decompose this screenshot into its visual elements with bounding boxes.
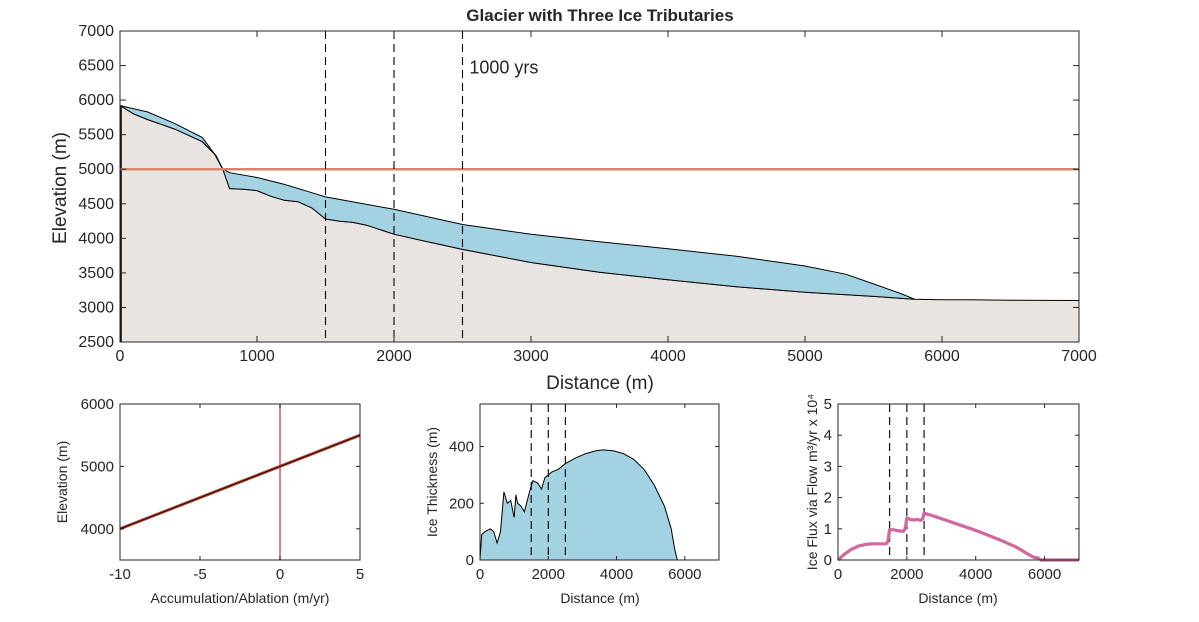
flux-y-tick-label: 3 xyxy=(824,458,832,475)
flux-y-tick-label: 4 xyxy=(824,427,832,444)
flux-x-tick-label: 0 xyxy=(834,566,842,583)
thickness-x-axis-label: Distance (m) xyxy=(560,590,639,606)
ice-surface-outline xyxy=(119,105,915,300)
thickness-x-tick-label: 4000 xyxy=(600,566,633,583)
main-x-tick-label: 3000 xyxy=(513,348,549,365)
main-y-tick-label: 3000 xyxy=(78,299,114,316)
thickness-y-ticks: 0 200 400 xyxy=(449,439,719,569)
main-axes-frame xyxy=(119,30,1080,343)
main-x-axis-label: Distance (m) xyxy=(546,373,654,394)
mass-balance-x-tick-label: -5 xyxy=(193,566,206,583)
flux-x-axis-label: Distance (m) xyxy=(918,590,997,606)
flux-axes-frame xyxy=(837,403,1080,561)
mass-balance-y-tick-label: 6000 xyxy=(81,396,114,413)
ice-flux-chart: 0 2000 4000 6000 0 1 2 3 4 5 Distance (m) Ice Fl… xyxy=(804,394,1080,606)
main-y-tick-label: 4500 xyxy=(78,196,114,213)
ice-flux-line xyxy=(836,511,1079,562)
thickness-y-axis-label: Ice Thickness (m) xyxy=(424,427,440,537)
main-y-tick-label: 2500 xyxy=(78,334,114,351)
mass-balance-y-axis-label: Elevation (m) xyxy=(54,441,70,523)
main-x-ticks: 0 1000 2000 3000 4000 5000 6000 7000 xyxy=(116,31,1097,365)
flux-y-tick-label: 2 xyxy=(824,490,832,507)
main-x-tick-label: 6000 xyxy=(924,348,960,365)
mass-balance-axes-frame xyxy=(119,403,361,561)
thickness-y-tick-label: 0 xyxy=(466,552,474,569)
time-annotation: 1000 yrs xyxy=(469,58,538,78)
main-y-ticks: 2500 3000 3500 4000 4500 5000 5500 6000 6500 7000 xyxy=(78,23,1079,351)
thickness-x-tick-label: 0 xyxy=(476,566,484,583)
thickness-fill xyxy=(480,449,719,560)
mass-balance-y-tick-label: 5000 xyxy=(81,458,114,475)
flux-y-tick-label: 0 xyxy=(824,552,832,569)
ice-thickness-chart: 0 2000 4000 6000 0 200 400 Distance (m) Ice T… xyxy=(424,403,720,606)
mass-balance-x-axis-label: Accumulation/Ablation (m/yr) xyxy=(151,590,330,606)
thickness-x-tick-label: 6000 xyxy=(668,566,701,583)
flux-y-axis-label: Ice Flux via Flow m³/yr x 10⁴ xyxy=(804,394,820,570)
main-y-tick-label: 7000 xyxy=(78,23,114,40)
thickness-y-tick-label: 200 xyxy=(449,495,474,512)
main-y-tick-label: 4000 xyxy=(78,230,114,247)
main-x-tick-label: 0 xyxy=(116,348,125,365)
mass-balance-x-tick-label: 0 xyxy=(276,566,284,583)
main-y-tick-label: 6000 xyxy=(78,92,114,109)
thickness-tributary-lines xyxy=(530,404,566,560)
ice-base-outline xyxy=(119,105,915,300)
flux-x-ticks: 0 2000 4000 6000 xyxy=(834,404,1061,583)
flux-y-ticks: 0 1 2 3 4 5 xyxy=(824,396,1079,569)
thickness-axes-frame xyxy=(479,403,720,561)
mass-balance-x-tick-label: -10 xyxy=(109,566,131,583)
main-x-tick-label: 4000 xyxy=(650,348,686,365)
main-x-tick-label: 1000 xyxy=(239,348,275,365)
balance-gradient-core xyxy=(119,434,361,530)
main-profile-chart: Glacier with Three Ice Tributaries 0 1000… xyxy=(50,6,1097,394)
main-x-tick-label: 7000 xyxy=(1061,348,1097,365)
thickness-x-tick-label: 2000 xyxy=(532,566,565,583)
glacier-ice-area xyxy=(119,105,915,300)
mass-balance-chart: -10 -5 0 5 4000 5000 6000 Accumulation/Ablati… xyxy=(54,396,364,606)
main-y-tick-label: 6500 xyxy=(78,58,114,75)
flux-x-tick-label: 6000 xyxy=(1028,566,1061,583)
bedrock-fill xyxy=(120,105,1079,342)
thickness-y-tick-label: 400 xyxy=(449,439,474,456)
ice-thickness-area xyxy=(479,449,719,561)
flux-y-tick-label: 1 xyxy=(824,521,832,538)
mass-balance-y-tick-label: 4000 xyxy=(81,521,114,538)
flux-curve xyxy=(836,511,1079,562)
flux-y-tick-label: 5 xyxy=(824,396,832,413)
mass-balance-lines xyxy=(119,404,361,560)
main-y-tick-label: 5500 xyxy=(78,127,114,144)
mass-balance-y-ticks: 4000 5000 6000 xyxy=(81,396,360,538)
main-y-tick-label: 3500 xyxy=(78,265,114,282)
thickness-outline xyxy=(479,449,719,561)
flux-x-tick-label: 2000 xyxy=(890,566,923,583)
main-x-tick-label: 2000 xyxy=(376,348,412,365)
main-y-axis-label: Elevation (m) xyxy=(50,132,71,244)
ice-fill xyxy=(120,105,915,300)
flux-x-tick-label: 4000 xyxy=(959,566,992,583)
chart-title: Glacier with Three Ice Tributaries xyxy=(466,6,733,25)
mass-balance-x-tick-label: 5 xyxy=(356,566,364,583)
thickness-x-ticks: 0 2000 4000 6000 xyxy=(476,404,702,583)
mass-balance-x-ticks: -10 -5 0 5 xyxy=(109,404,364,583)
main-y-tick-label: 5000 xyxy=(78,161,114,178)
main-x-tick-label: 5000 xyxy=(787,348,823,365)
